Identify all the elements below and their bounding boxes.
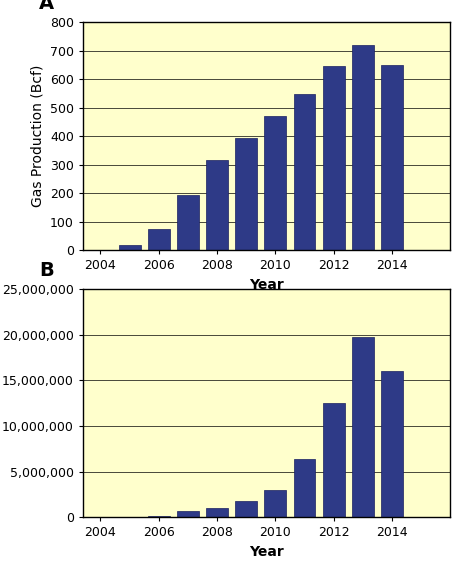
Bar	[264, 116, 286, 250]
Bar	[148, 516, 170, 517]
Bar	[293, 94, 316, 250]
Bar	[118, 245, 140, 250]
Bar	[206, 161, 228, 250]
Bar	[352, 45, 374, 250]
Bar	[381, 371, 403, 517]
Text: A: A	[39, 0, 54, 13]
Text: B: B	[39, 261, 54, 280]
Bar	[323, 66, 345, 250]
Bar	[293, 459, 316, 517]
X-axis label: Year: Year	[249, 545, 284, 559]
Bar	[177, 194, 199, 250]
Bar	[381, 65, 403, 250]
Bar	[323, 404, 345, 517]
X-axis label: Year: Year	[249, 278, 284, 292]
Bar	[235, 138, 257, 250]
Bar	[352, 337, 374, 517]
Bar	[206, 509, 228, 517]
Bar	[148, 229, 170, 250]
Y-axis label: Gas Production (Bcf): Gas Production (Bcf)	[30, 65, 45, 207]
Bar	[264, 490, 286, 517]
Bar	[177, 511, 199, 517]
Bar	[235, 501, 257, 517]
